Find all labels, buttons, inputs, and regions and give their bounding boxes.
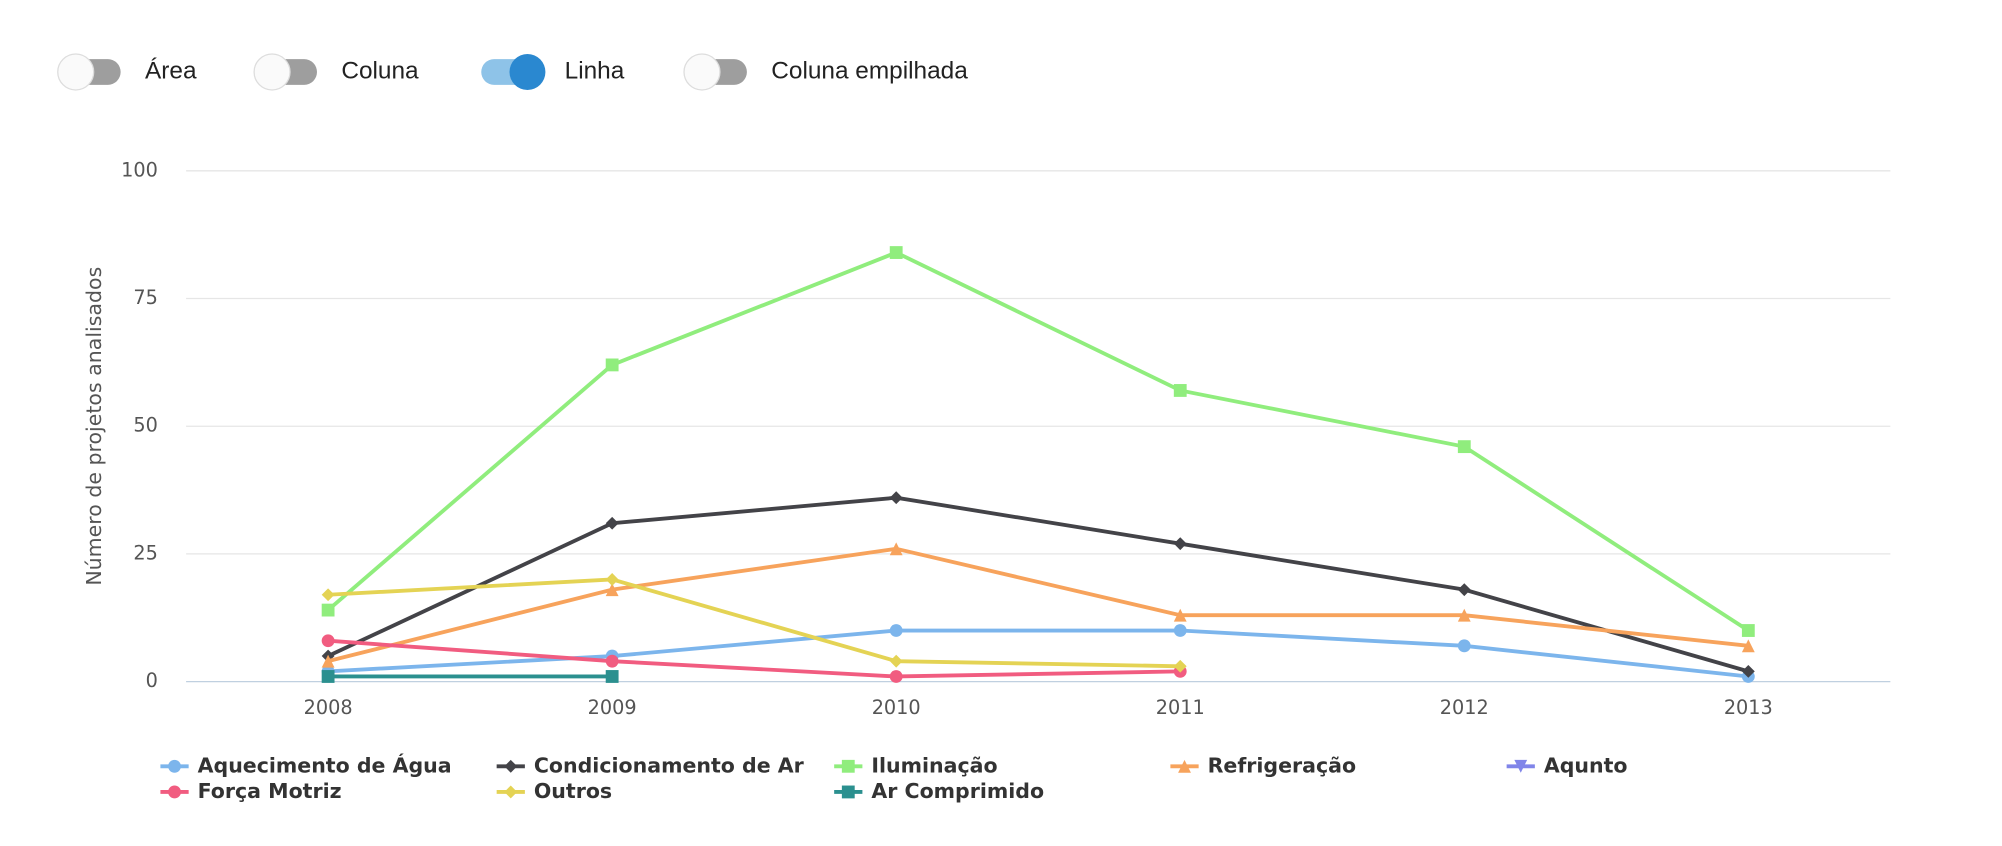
series-line — [327, 495, 1749, 674]
toggle-knob — [253, 53, 291, 91]
x-tick-label: 2013 — [1724, 696, 1773, 719]
legend-label: Aqunto — [1544, 753, 1628, 777]
series-line — [328, 577, 1181, 669]
point — [605, 573, 619, 586]
legend-label: Refrigeração — [1208, 753, 1356, 777]
legend-symbol — [841, 785, 855, 799]
toggle-label: Coluna — [341, 57, 419, 84]
legend-symbol — [1178, 759, 1191, 773]
point — [605, 358, 619, 372]
legend-symbol — [841, 759, 855, 773]
legend-symbol — [168, 785, 181, 799]
point — [1741, 639, 1755, 653]
point — [889, 654, 903, 668]
y-tick-label: 25 — [133, 541, 158, 564]
x-tick-label: 2012 — [1440, 696, 1489, 719]
toggle[interactable]: Coluna — [253, 53, 419, 91]
toggle[interactable]: Linha — [481, 54, 625, 90]
point — [605, 516, 619, 530]
point — [1457, 583, 1471, 597]
legend-symbol — [504, 785, 518, 799]
point — [605, 654, 619, 668]
toggle-knob — [683, 53, 721, 91]
point — [321, 654, 335, 668]
series-line — [326, 250, 1750, 633]
series-line — [328, 628, 1749, 679]
point — [889, 246, 903, 259]
x-tick-label: 2009 — [588, 696, 637, 719]
point — [1173, 659, 1187, 673]
point — [1457, 440, 1471, 454]
point — [321, 588, 335, 602]
point — [321, 670, 335, 683]
toggle[interactable]: Coluna empilhada — [683, 53, 968, 91]
legend-label: Força Motriz — [198, 779, 342, 803]
point — [1173, 537, 1187, 551]
point — [1173, 384, 1187, 397]
toggle[interactable]: Área — [57, 53, 197, 91]
point — [889, 542, 903, 556]
legend-label: Condicionamento de Ar — [534, 753, 805, 777]
point — [889, 624, 903, 637]
legend-label: Outros — [534, 779, 612, 803]
legend-symbol — [504, 759, 518, 773]
toggle-knob — [57, 53, 95, 91]
toggle-label: Linha — [565, 57, 625, 84]
legend-label: Ar Comprimido — [871, 779, 1044, 803]
legend-symbol — [168, 759, 181, 773]
y-tick-label: 0 — [146, 669, 158, 692]
point — [1173, 624, 1187, 637]
y-tick-label: 50 — [133, 414, 158, 437]
point — [889, 670, 903, 683]
point — [1457, 608, 1471, 622]
x-tick-label: 2010 — [872, 696, 921, 719]
toggle-label: Coluna empilhada — [771, 57, 968, 84]
x-tick-label: 2011 — [1156, 696, 1205, 719]
point — [321, 603, 335, 617]
point — [1741, 664, 1755, 678]
legend-symbol — [1514, 759, 1528, 773]
toggle-label: Área — [145, 57, 197, 84]
y-tick-label: 75 — [133, 286, 158, 309]
legend-label: Iluminação — [871, 753, 997, 777]
toggle-knob — [509, 54, 546, 90]
series-line — [327, 546, 1749, 664]
legend-label: Aquecimento de Água — [198, 752, 452, 777]
point — [605, 583, 619, 597]
point — [1173, 608, 1187, 622]
y-tick-label: 100 — [121, 158, 158, 181]
point — [889, 491, 903, 505]
point — [1457, 639, 1471, 653]
point — [321, 634, 335, 648]
point — [1741, 624, 1755, 637]
x-tick-label: 2008 — [304, 696, 353, 719]
point — [605, 670, 619, 683]
series-line — [327, 638, 1181, 679]
y-axis-label: Número de projetos analisados — [82, 267, 106, 586]
